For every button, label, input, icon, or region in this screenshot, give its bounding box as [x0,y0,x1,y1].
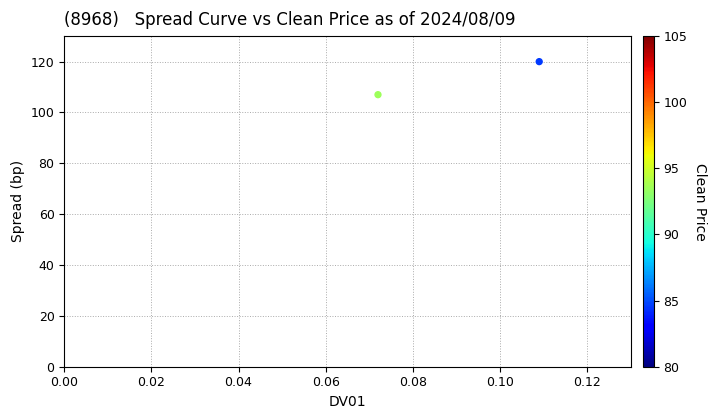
Y-axis label: Spread (bp): Spread (bp) [11,160,25,242]
Text: (8968)   Spread Curve vs Clean Price as of 2024/08/09: (8968) Spread Curve vs Clean Price as of… [64,11,516,29]
Point [534,58,545,65]
Point [372,91,384,98]
Y-axis label: Clean Price: Clean Price [693,163,707,240]
X-axis label: DV01: DV01 [328,395,366,409]
